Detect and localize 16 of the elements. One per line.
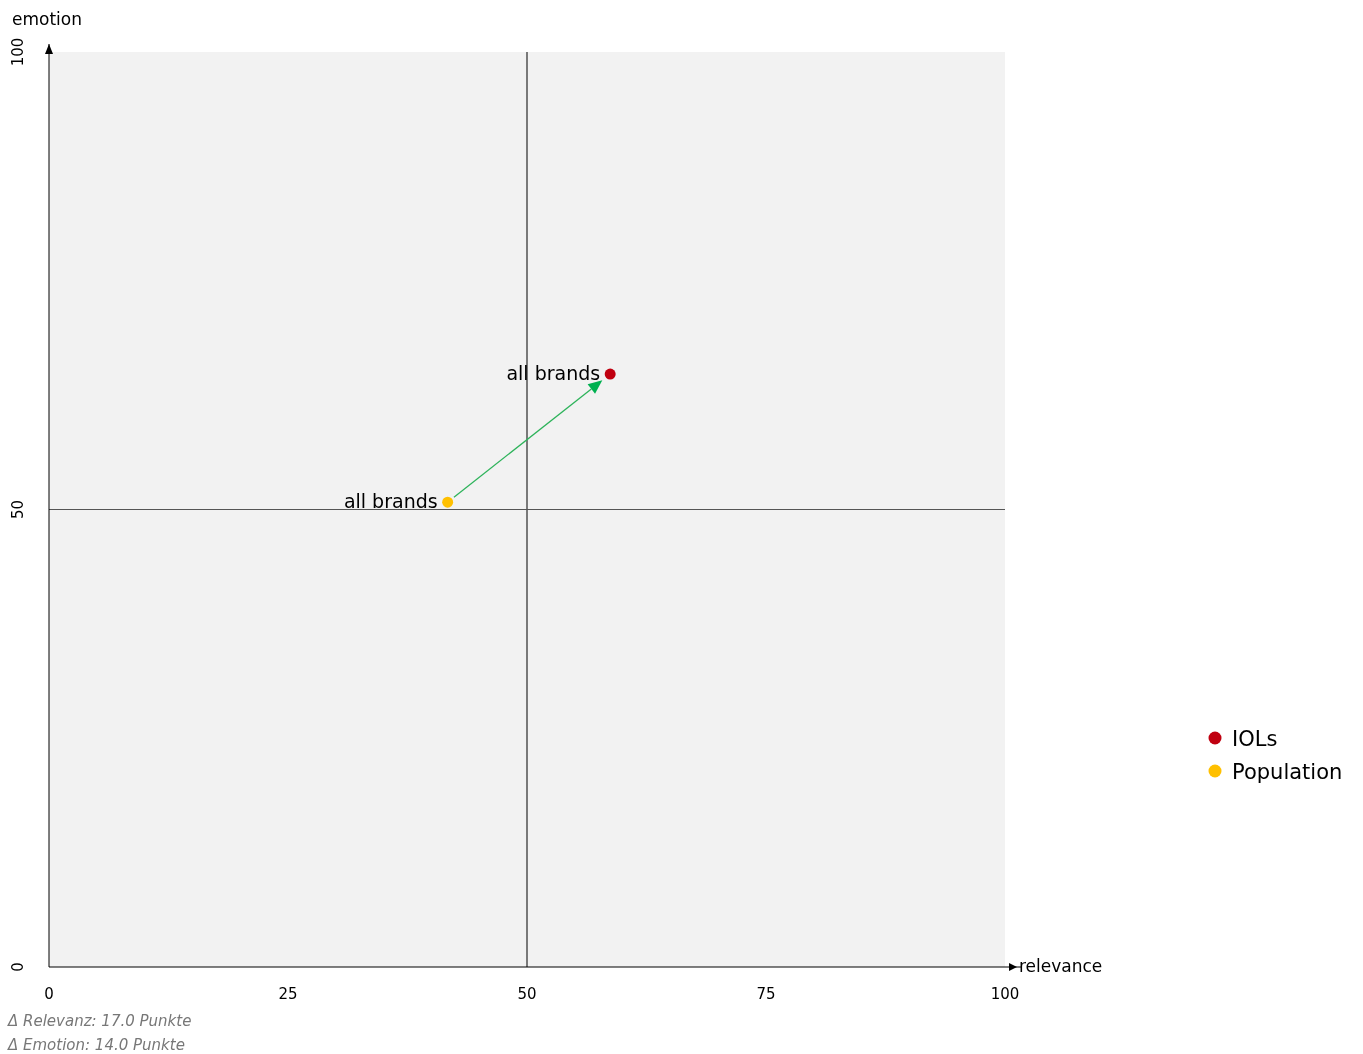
annotation: all brands <box>506 362 601 385</box>
legend-label: Population <box>1232 760 1343 784</box>
text: Δ Emotion: 14.0 Punkte <box>7 1036 185 1054</box>
x-tick-label: 75 <box>756 985 776 1003</box>
y-tick-label: 50 <box>9 499 27 520</box>
x-tick-label: 25 <box>278 985 298 1003</box>
y-axis-title: emotion <box>12 9 82 29</box>
text: Δ Relevanz: 17.0 Punkte <box>7 1012 192 1030</box>
y-tick-label: 100 <box>9 37 27 67</box>
y-tick-label: 0 <box>9 962 27 972</box>
x-tick-label: 50 <box>517 985 537 1003</box>
x-axis-title: relevance <box>1019 956 1103 976</box>
annotation: all brands <box>343 490 438 513</box>
x-tick-label: 0 <box>44 985 54 1003</box>
x-tick-label: 100 <box>990 985 1020 1003</box>
legend-label: IOLs <box>1232 727 1278 751</box>
